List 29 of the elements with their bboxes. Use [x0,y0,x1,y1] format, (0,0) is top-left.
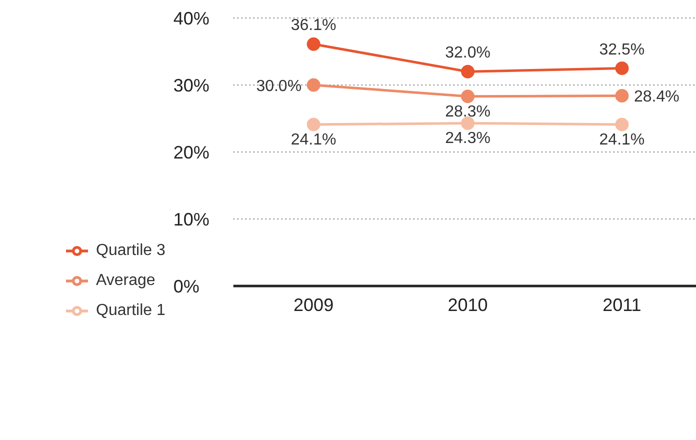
data-label: 36.1% [290,17,336,34]
legend-label: Quartile 1 [96,302,166,319]
point [306,37,320,51]
point [306,78,320,92]
y-tick-label: 30% [173,75,210,96]
y-tick-label: 0% [173,276,200,296]
point [306,118,320,132]
y-tick-label: 20% [173,142,210,162]
data-label: 28.3% [445,103,490,120]
point [461,90,475,104]
legend-label: Average [96,272,156,289]
data-label: 28.4% [634,88,680,106]
point [461,64,475,78]
point [615,88,629,102]
point [461,116,475,130]
point [615,118,629,132]
x-tick-label: 2009 [294,294,334,315]
y-tick-label: 10% [173,209,210,230]
data-label: 24.1% [290,132,336,149]
x-tick-label: 2011 [602,294,642,315]
data-label: 30.0% [256,78,302,95]
legend-label: Quartile 3 [96,242,166,259]
data-label: 24.3% [445,130,490,148]
data-label: 32.5% [599,41,645,58]
data-label: 32.0% [445,44,490,62]
data-label: 24.1% [599,132,645,149]
x-tick-label: 2010 [448,294,488,315]
point [615,62,629,75]
y-tick-label: 40% [173,8,210,28]
